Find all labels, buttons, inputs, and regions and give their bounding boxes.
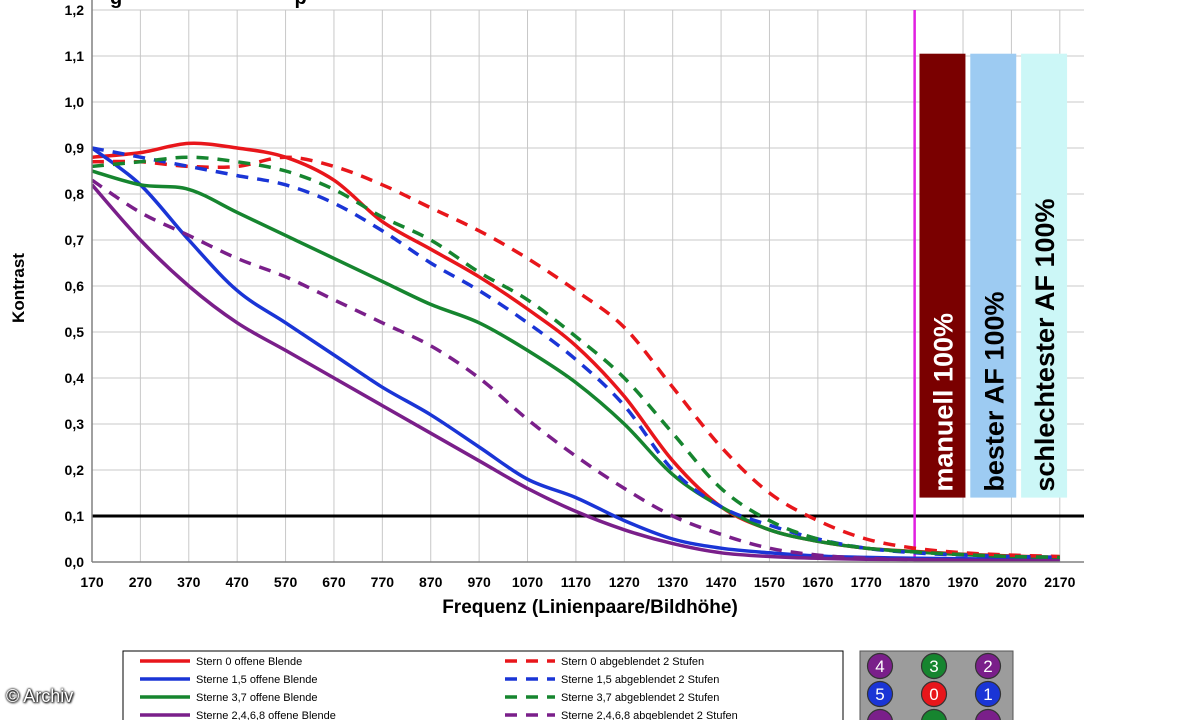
x-tick-label-15: 1670 (802, 574, 833, 590)
legend-label-left-2: Sterne 3,7 offene Blende (196, 692, 318, 704)
x-tick-label-10: 1170 (561, 574, 592, 590)
chart-title: g p (110, 0, 307, 9)
y-tick-label-4: 0,4 (65, 370, 85, 386)
y-tick-label-1: 0,1 (65, 508, 85, 524)
x-tick-label-1: 270 (129, 574, 153, 590)
legend-bars: manuell 100% bester AF 100% schlechtester … (919, 53, 1068, 498)
axes (91, 0, 1084, 563)
tick-labels: 170 270 370 470 570 670 770 870 970 1070 1170 1270 1… (65, 2, 1076, 590)
legend-label-right-0: Stern 0 abgeblendet 2 Stufen (561, 656, 704, 668)
y-tick-label-2: 0,2 (65, 462, 85, 478)
legend-bar-0 (919, 53, 966, 498)
x-tick-label-4: 570 (274, 574, 298, 590)
y-tick-label-0: 0,0 (65, 554, 85, 570)
legend-label-left-3: Sterne 2,4,6,8 offene Blende (196, 710, 336, 720)
star-marker-4 (920, 680, 948, 708)
star-marker-label-5: 1 (983, 685, 992, 704)
y-axis-label: Kontrast (9, 253, 28, 323)
y-tick-label-6: 0,6 (65, 278, 85, 294)
legend: Stern 0 offene Blende Sterne 1,5 offene B… (122, 650, 844, 720)
star-marker-7 (921, 708, 947, 720)
legend-bar-2 (1021, 53, 1068, 498)
series-group (92, 141, 1060, 563)
star-marker-5 (974, 680, 1002, 708)
star-key: 4 3 2 5 0 1 (859, 650, 1014, 720)
star-marker-label-0: 4 (875, 657, 884, 676)
star-marker-3 (866, 680, 894, 708)
credit-text: © Archiv (6, 686, 74, 706)
x-tick-label-9: 1070 (512, 574, 543, 590)
series-line-6 (92, 155, 1060, 560)
y-tick-label-3: 0,3 (65, 416, 85, 432)
y-tick-label-12: 1,2 (65, 2, 85, 18)
x-tick-label-19: 2070 (996, 574, 1027, 590)
legend-label-left-1: Sterne 1,5 offene Blende (196, 674, 318, 686)
x-tick-label-18: 1970 (947, 574, 978, 590)
x-tick-label-13: 1470 (705, 574, 736, 590)
legend-label-right-3: Sterne 2,4,6,8 abgeblendet 2 Stufen (561, 710, 738, 720)
legend-bar-label-2: schlechtester AF 100% (1030, 198, 1060, 491)
star-marker-2 (974, 652, 1002, 680)
star-marker-0 (866, 652, 894, 680)
legend-bar-label-1: bester AF 100% (979, 292, 1009, 492)
star-marker-6 (867, 708, 893, 720)
x-tick-label-12: 1370 (657, 574, 688, 590)
star-marker-8 (975, 708, 1001, 720)
x-tick-label-3: 470 (225, 574, 249, 590)
x-tick-label-7: 870 (419, 574, 443, 590)
star-marker-1 (920, 652, 948, 680)
y-tick-label-8: 0,8 (65, 186, 85, 202)
star-marker-label-1: 3 (929, 657, 938, 676)
legend-label-right-2: Sterne 3,7 abgeblendet 2 Stufen (561, 692, 719, 704)
legend-bar-label-0: manuell 100% (928, 313, 958, 492)
y-tick-label-11: 1,1 (65, 48, 85, 64)
x-tick-label-2: 370 (177, 574, 201, 590)
star-marker-label-3: 5 (875, 685, 884, 704)
legend-bar-1 (970, 53, 1017, 498)
y-tick-label-7: 0,7 (65, 232, 85, 248)
legend-label-left-0: Stern 0 offene Blende (196, 656, 302, 668)
y-tick-label-5: 0,5 (65, 324, 85, 340)
star-marker-label-4: 0 (929, 685, 938, 704)
x-axis-label: Frequenz (Linienpaare/Bildhöhe) (442, 597, 738, 618)
x-tick-label-17: 1870 (899, 574, 930, 590)
x-tick-label-20: 2170 (1044, 574, 1075, 590)
series-line-7 (92, 178, 1060, 563)
x-tick-label-14: 1570 (754, 574, 785, 590)
legend-label-right-1: Sterne 1,5 abgeblendet 2 Stufen (561, 674, 719, 686)
legend-box (122, 650, 844, 720)
y-tick-label-9: 0,9 (65, 140, 85, 156)
x-tick-label-5: 670 (322, 574, 346, 590)
y-tick-label-10: 1,0 (65, 94, 85, 110)
x-tick-label-11: 1270 (609, 574, 640, 590)
x-tick-label-16: 1770 (851, 574, 882, 590)
x-tick-label-6: 770 (371, 574, 395, 590)
x-tick-label-8: 970 (467, 574, 491, 590)
star-marker-label-2: 2 (983, 657, 992, 676)
x-tick-label-0: 170 (80, 574, 104, 590)
